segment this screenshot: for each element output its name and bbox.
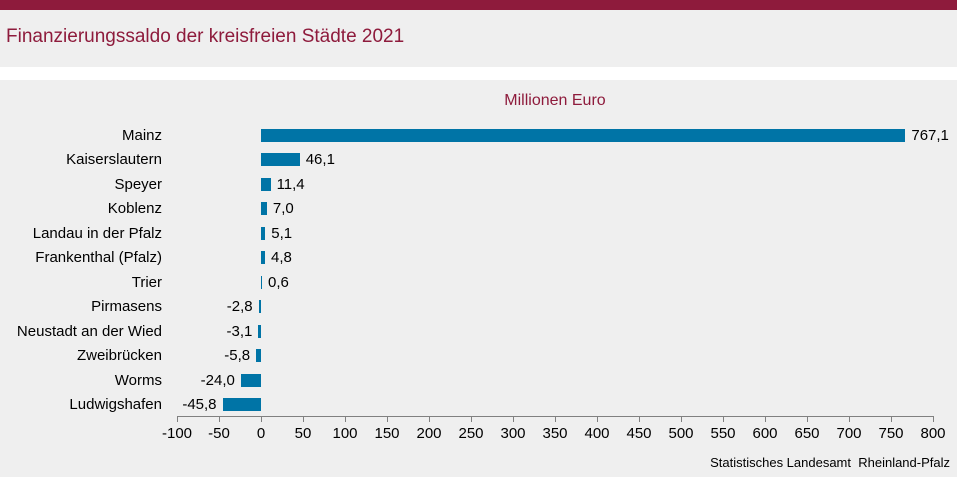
axis-tick — [765, 416, 766, 422]
value-label: -2,8 — [226, 298, 253, 315]
value-label: -24,0 — [200, 371, 235, 389]
axis-tick — [555, 416, 556, 422]
axis-tick-label: -50 — [208, 425, 230, 442]
axis-tick — [345, 416, 346, 422]
axis-tick-label: 600 — [752, 425, 778, 442]
axis-tick-label: 50 — [294, 425, 312, 442]
axis-tick — [639, 416, 640, 422]
category-label: Koblenz — [107, 200, 162, 217]
brand-top-bar — [0, 0, 957, 10]
category-label: Neustadt an der Wied — [16, 322, 162, 340]
value-label: 11,4 — [276, 175, 305, 193]
axis-tick — [933, 416, 934, 422]
category-label: Frankenthal (Pfalz) — [35, 249, 162, 266]
value-label: 4,8 — [271, 249, 292, 266]
axis-tick-label: 550 — [710, 425, 736, 442]
axis-tick-label: 100 — [332, 425, 358, 442]
axis-tick — [387, 416, 388, 422]
axis-tick-label: 800 — [920, 425, 946, 442]
axis-tick-label: 450 — [626, 425, 652, 442]
chart-title: Finanzierungssaldo der kreisfreien Städt… — [6, 26, 405, 47]
axis-tick-label: 350 — [542, 425, 568, 442]
value-label: 0,6 — [268, 273, 289, 291]
bar — [261, 153, 300, 166]
chart-unit-label: Millionen Euro — [504, 92, 606, 109]
category-label: Pirmasens — [91, 298, 162, 315]
category-label: Landau in der Pfalz — [32, 224, 162, 242]
axis-tick-label: 650 — [794, 425, 820, 442]
axis-tick — [891, 416, 892, 422]
axis-tick-label: 200 — [416, 425, 442, 442]
axis-tick-label: -100 — [161, 425, 193, 442]
value-label: -3,1 — [226, 322, 253, 340]
value-label: 5,1 — [271, 224, 293, 242]
axis-tick — [681, 416, 682, 422]
category-label: Worms — [114, 371, 162, 389]
axis-tick-label: 150 — [374, 425, 400, 442]
axis-tick — [597, 416, 598, 422]
bar — [240, 373, 261, 387]
axis-tick-label: 750 — [878, 425, 904, 442]
value-label: 7,0 — [272, 200, 294, 217]
bar — [256, 349, 261, 362]
axis-tick-label: 400 — [584, 425, 610, 442]
bar — [261, 226, 266, 240]
value-label: 767,1 — [911, 126, 949, 144]
value-label: 46,1 — [305, 151, 335, 168]
category-label: Trier — [131, 273, 162, 291]
axis-tick-label: 300 — [500, 425, 526, 442]
value-label: -45,8 — [182, 396, 217, 413]
category-label: Mainz — [121, 126, 162, 144]
source-attribution: Statistisches Landesamt Rheinland-Pfalz — [710, 455, 950, 470]
axis-tick — [471, 416, 472, 422]
category-label: Ludwigshafen — [69, 396, 162, 413]
axis-tick — [177, 416, 178, 422]
axis-tick — [807, 416, 808, 422]
bar — [258, 300, 261, 313]
bar — [261, 177, 271, 191]
axis-tick — [849, 416, 850, 422]
bar — [261, 202, 267, 215]
axis-tick — [303, 416, 304, 422]
axis-tick-label: 700 — [836, 425, 862, 442]
bar — [261, 128, 906, 142]
category-label: Zweibrücken — [76, 347, 162, 364]
category-label: Speyer — [114, 175, 162, 193]
bar — [222, 398, 261, 411]
category-label: Kaiserslautern — [66, 151, 162, 168]
axis-tick-label: 250 — [458, 425, 484, 442]
value-label: -5,8 — [224, 347, 251, 364]
axis-tick — [723, 416, 724, 422]
axis-tick-label: 0 — [256, 425, 266, 442]
axis-tick — [513, 416, 514, 422]
separator-band — [0, 67, 957, 80]
bar — [261, 275, 262, 289]
bar — [261, 251, 266, 264]
axis-tick-label: 500 — [668, 425, 694, 442]
axis-tick — [219, 416, 220, 422]
axis-tick — [429, 416, 430, 422]
axis-tick — [261, 416, 262, 422]
bar — [258, 324, 261, 338]
